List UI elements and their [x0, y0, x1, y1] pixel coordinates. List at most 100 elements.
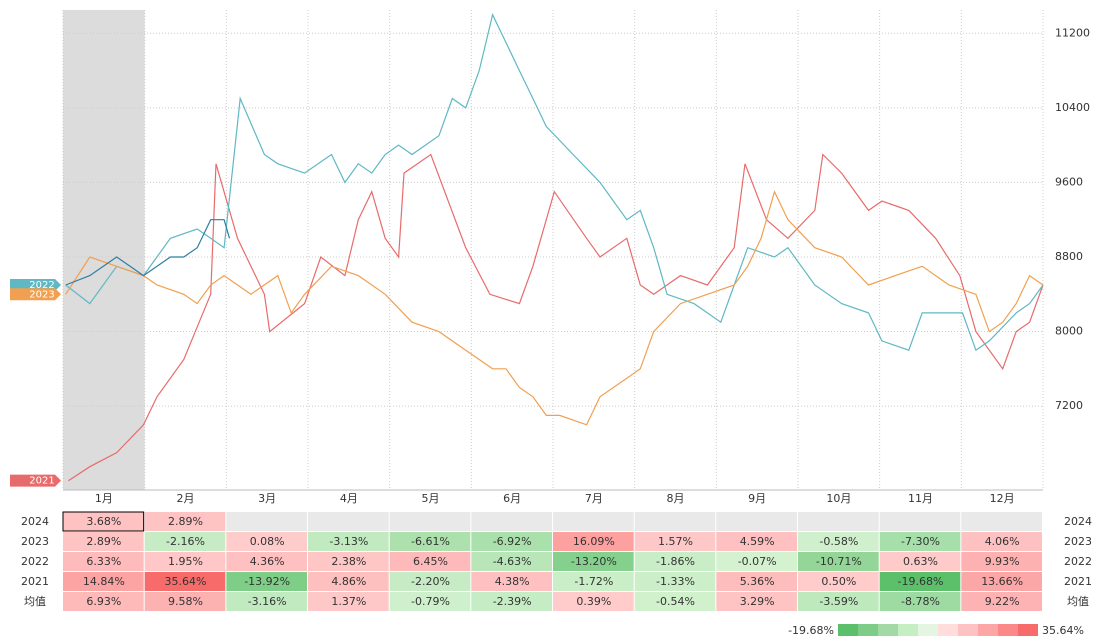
heat-cell [961, 512, 1042, 531]
cell-label: 6.33% [86, 555, 121, 568]
cell-label: 4.06% [985, 535, 1020, 548]
cell-label: -0.58% [819, 535, 858, 548]
cell-label: -19.68% [898, 575, 944, 588]
cell-label: 3.68% [86, 515, 121, 528]
heat-cell [634, 512, 716, 531]
heat-cell [634, 572, 716, 591]
heat-cell [226, 532, 307, 551]
row-label: 2024 [21, 515, 49, 528]
cell-label: 4.38% [495, 575, 530, 588]
colorbar-step [978, 624, 998, 636]
series-line [65, 190, 1044, 426]
heat-cell [634, 592, 716, 611]
heat-cell [798, 532, 879, 551]
cell-label: 0.63% [903, 555, 938, 568]
heat-cell [634, 532, 716, 551]
x-tick-label: 2月 [177, 492, 195, 505]
series-tag [10, 278, 61, 291]
heat-cell [63, 592, 144, 611]
heat-cell [716, 552, 797, 571]
cell-label: -1.33% [656, 575, 695, 588]
heat-cell [226, 512, 307, 531]
heat-cell [553, 532, 634, 551]
x-tick-label: 9月 [748, 492, 766, 505]
cell-label: 1.95% [168, 555, 203, 568]
cell-label: 14.84% [83, 575, 125, 588]
x-tick-label: 10月 [826, 492, 851, 505]
heat-cell [63, 552, 144, 571]
colorbar-step [958, 624, 978, 636]
heat-cell [961, 592, 1042, 611]
colorbar-step [878, 624, 898, 636]
cell-label: 2.89% [168, 515, 203, 528]
cell-label: -0.79% [411, 595, 450, 608]
heat-cell [144, 552, 226, 571]
x-tick-label: 11月 [908, 492, 933, 505]
cell-label: 6.93% [86, 595, 121, 608]
heat-cell [961, 532, 1042, 551]
cell-label: -6.61% [411, 535, 450, 548]
heat-cell [389, 552, 471, 571]
cell-label: -6.92% [493, 535, 532, 548]
heat-cell [879, 532, 961, 551]
y-tick-label: 8800 [1055, 250, 1083, 263]
colorbar-min: -19.68% [788, 624, 834, 637]
cell-label: -3.59% [819, 595, 858, 608]
colorbar-step [918, 624, 938, 636]
heat-cell [226, 572, 307, 591]
cell-label: 4.86% [331, 575, 366, 588]
series-tag-label: 2021 [29, 476, 54, 487]
cell-label: 2.89% [86, 535, 121, 548]
heat-cell [798, 512, 879, 531]
heat-cell [961, 572, 1042, 591]
heat-cell [879, 572, 961, 591]
x-tick-label: 6月 [503, 492, 521, 505]
heat-cell [63, 512, 144, 531]
current-cell-border [62, 511, 145, 532]
heat-cell [798, 592, 879, 611]
row-label: 2023 [1064, 535, 1092, 548]
heat-cell [226, 552, 307, 571]
cell-label: 35.64% [165, 575, 207, 588]
heat-cell [389, 512, 471, 531]
cell-label: 9.58% [168, 595, 203, 608]
cell-label: -2.16% [166, 535, 205, 548]
heat-cell [634, 552, 716, 571]
heat-cell [144, 572, 226, 591]
highlight-band [63, 10, 145, 490]
heat-cell [471, 512, 552, 531]
cell-label: 0.50% [821, 575, 856, 588]
x-tick-label: 8月 [667, 492, 685, 505]
heat-cell [471, 552, 552, 571]
cell-label: -1.86% [656, 555, 695, 568]
heat-cell [716, 512, 797, 531]
cell-label: -4.63% [493, 555, 532, 568]
heat-cell [716, 592, 797, 611]
heat-cell [389, 532, 471, 551]
row-label: 均值 [1067, 595, 1089, 608]
series-line [65, 12, 1044, 352]
heat-cell [798, 552, 879, 571]
colorbar-step [938, 624, 958, 636]
heat-cell [308, 552, 389, 571]
heat-cell [308, 572, 389, 591]
series-tag [10, 474, 61, 487]
heat-cell [716, 532, 797, 551]
heat-cell [471, 532, 552, 551]
heat-cell [879, 512, 961, 531]
cell-label: 9.93% [985, 555, 1020, 568]
heat-cell [471, 592, 552, 611]
cell-label: -2.39% [493, 595, 532, 608]
heat-cell [553, 592, 634, 611]
heat-cell [471, 572, 552, 591]
cell-label: 6.45% [413, 555, 448, 568]
heat-cell [716, 572, 797, 591]
cell-label: 1.57% [658, 535, 693, 548]
series-line [68, 153, 1044, 482]
colorbar-step [998, 624, 1018, 636]
heat-cell [389, 592, 471, 611]
heat-cell [144, 532, 226, 551]
heat-cell [389, 572, 471, 591]
cell-label: -10.71% [816, 555, 862, 568]
